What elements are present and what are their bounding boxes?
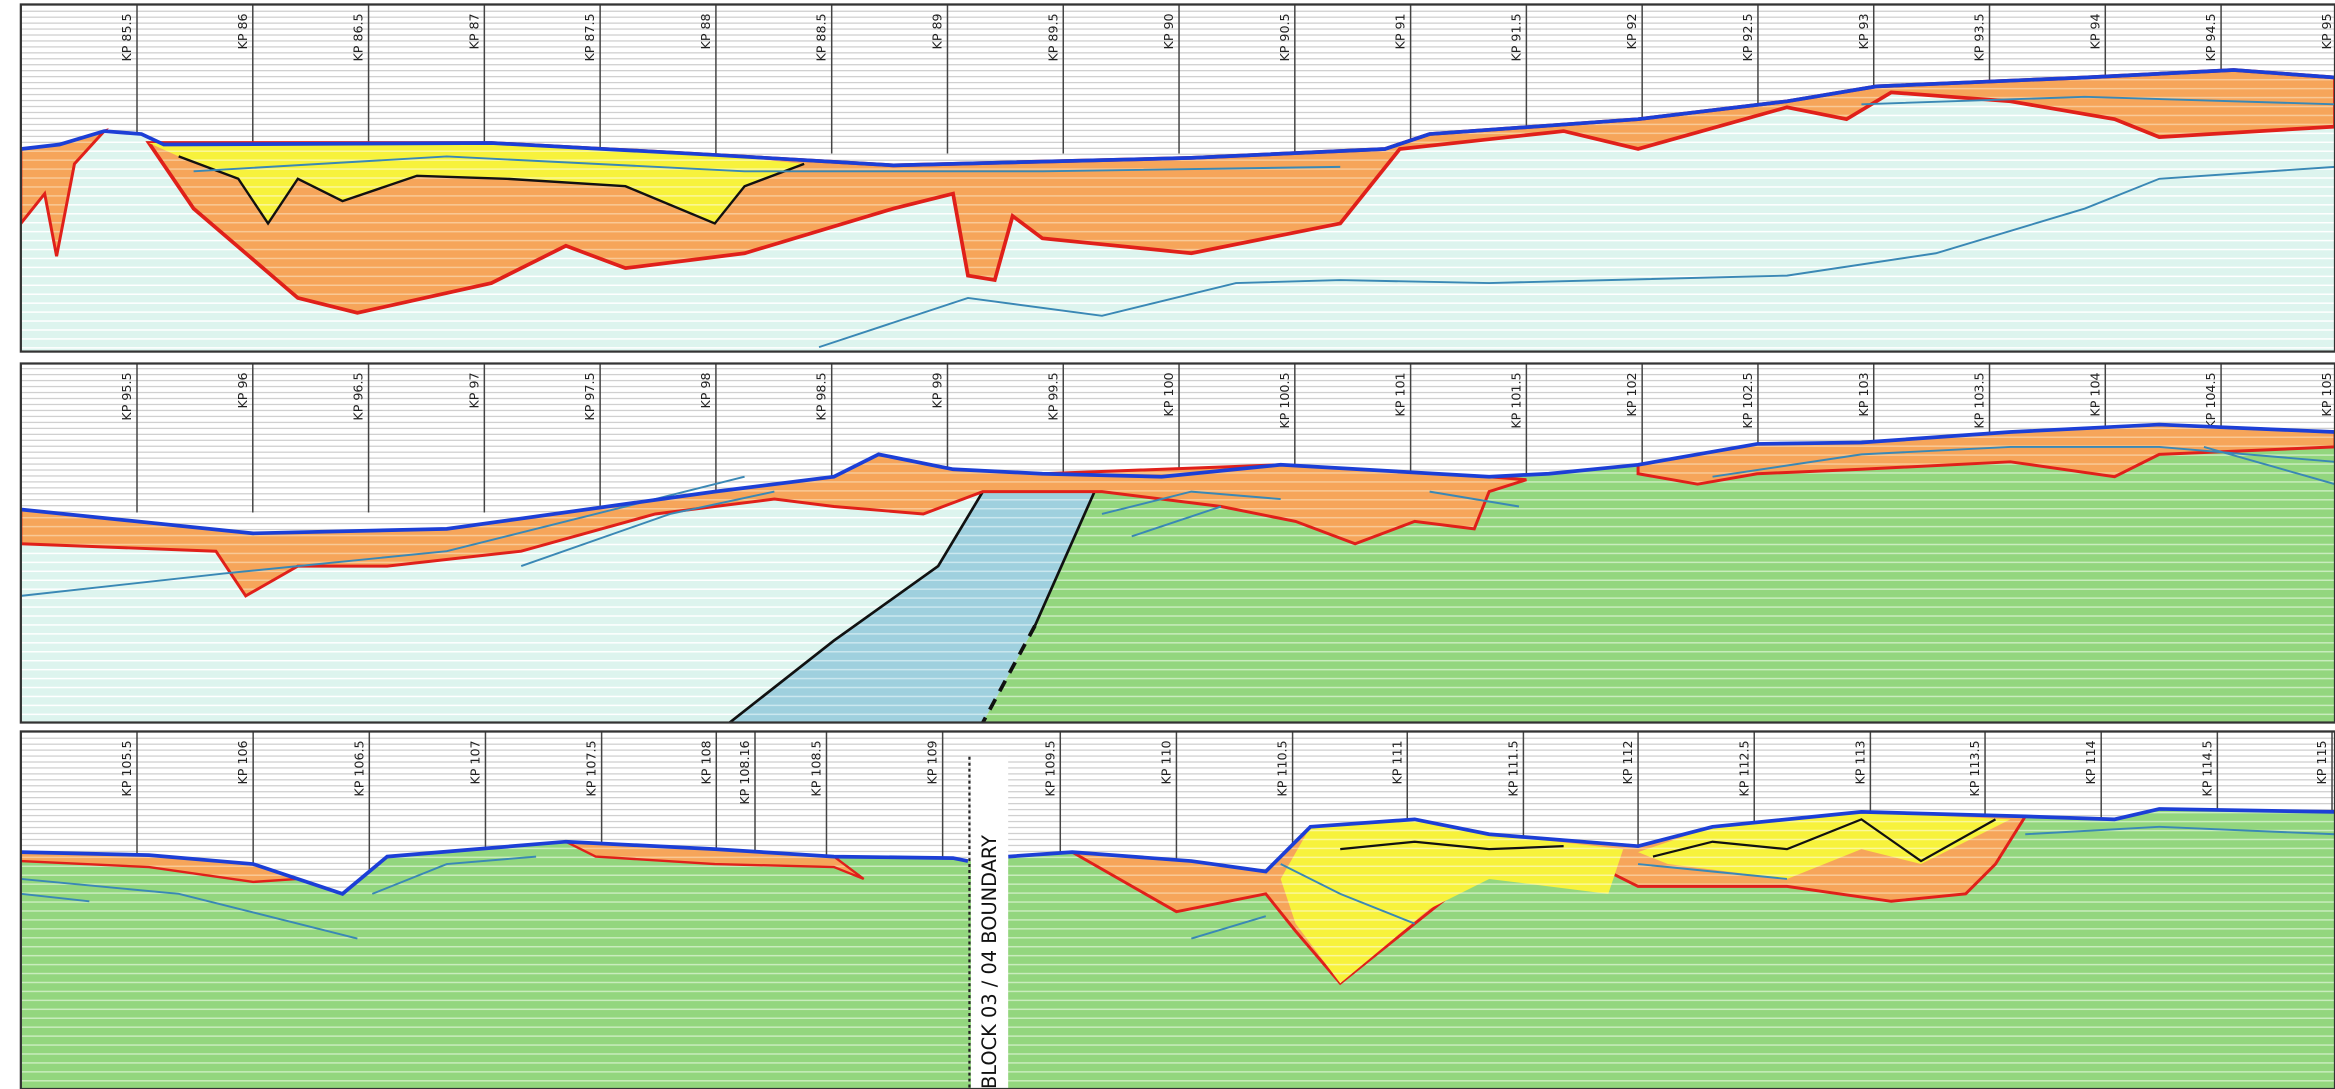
- kp-label: KP 90.5: [1277, 13, 1292, 61]
- kp-label: KP 113.5: [1967, 740, 1982, 796]
- kp-label: KP 107: [468, 740, 483, 784]
- kp-label: KP 112: [1620, 740, 1635, 784]
- kp-label: KP 108.5: [809, 740, 824, 796]
- boundary-label: BLOCK 03 / 04 BOUNDARY: [978, 835, 1001, 1089]
- kp-label: KP 99.5: [1045, 372, 1060, 420]
- kp-label: KP 94: [2087, 13, 2102, 49]
- fault: [728, 490, 1096, 723]
- kp-label: KP 90: [1161, 13, 1176, 49]
- kp-label: KP 92: [1624, 13, 1639, 49]
- kp-label: KP 109.5: [1042, 740, 1057, 796]
- kp-label: KP 114: [2083, 740, 2098, 784]
- kp-label: KP 93: [1856, 13, 1871, 49]
- kp-label: KP 98.5: [814, 372, 829, 420]
- kp-label: KP 106: [235, 740, 250, 784]
- kp-group: KP 95.5 KP 96 KP 96.5 KP 97 KP 97.5 KP 98 KP 9…: [119, 363, 2334, 513]
- kp-label: KP 95: [2319, 13, 2334, 49]
- wedge: [729, 491, 1095, 723]
- horizon: [1340, 818, 1997, 863]
- kp-label: KP 108.16: [737, 740, 752, 804]
- kp-label: KP 91: [1393, 13, 1408, 49]
- kp-label: KP 92.5: [1740, 13, 1755, 61]
- kp-label: KP 91.5: [1508, 13, 1523, 61]
- kp-label: KP 87: [466, 13, 481, 49]
- kp-label: KP 96: [235, 372, 250, 408]
- kp-label: KP 100.5: [1277, 372, 1292, 428]
- kp-label: KP 108: [698, 740, 713, 784]
- kp-label: KP 104.5: [2203, 372, 2218, 428]
- kp-label: KP 87.5: [582, 13, 597, 61]
- kp-label: KP 105: [2319, 372, 2334, 416]
- kp-label: KP 96.5: [351, 372, 366, 420]
- kp-label: KP 106.5: [351, 740, 366, 796]
- kp-label: KP 110: [1158, 740, 1173, 784]
- kp-label: KP 115: [2314, 740, 2329, 784]
- panel-frame: [19, 730, 2335, 1089]
- kp-label: KP 99: [930, 372, 945, 408]
- yellow-unit: [148, 143, 805, 224]
- kp-label: KP 104: [2087, 372, 2102, 416]
- kp-label: KP 111: [1389, 740, 1404, 784]
- kp-label: KP 98: [698, 372, 713, 408]
- kp-label: KP 95.5: [119, 372, 134, 420]
- seabed: [20, 807, 2335, 896]
- reflector: [193, 95, 2335, 349]
- horizon: [178, 155, 805, 226]
- kp-label: KP 112.5: [1736, 740, 1751, 796]
- fault: [981, 624, 1037, 723]
- kp-label: KP 86: [235, 13, 250, 49]
- kp-label: KP 97.5: [582, 372, 597, 420]
- kp-label: KP 103: [1856, 372, 1871, 416]
- panel-frame: [19, 362, 2335, 724]
- panel-frame: [19, 3, 2335, 353]
- reflector: [20, 825, 2335, 940]
- kp-label: KP 107.5: [584, 740, 599, 796]
- kp-label: KP 103.5: [1972, 372, 1987, 428]
- kp-label: KP 94.5: [2203, 13, 2218, 61]
- kp-label: KP 102.5: [1740, 372, 1755, 428]
- kp-label: KP 105.5: [119, 740, 134, 796]
- kp-label: KP 114.5: [2199, 740, 2214, 796]
- kp-label: KP 101: [1393, 372, 1408, 416]
- kp-label: KP 89.5: [1045, 13, 1060, 61]
- boundary-band: [970, 756, 1009, 1089]
- kp-label: KP 109: [925, 740, 940, 784]
- kp-label: KP 85.5: [119, 13, 134, 61]
- panel-1: KP 85.5 KP 86 KP 86.5 KP 87 KP 87.5 KP 88 KP 8…: [20, 4, 2335, 352]
- kp-label: KP 113: [1852, 740, 1867, 784]
- kp-label: KP 102: [1624, 372, 1639, 416]
- panel-3: KP 105.5 KP 106 KP 106.5 KP 107 KP 107.5 KP 1…: [20, 731, 2335, 1089]
- kp-label: KP 89: [930, 13, 945, 49]
- reflector: [20, 445, 2335, 597]
- seabed: [20, 68, 2335, 168]
- kp-label: KP 110.5: [1275, 740, 1290, 796]
- kp-label: KP 111.5: [1505, 740, 1520, 796]
- kp-label: KP 86.5: [351, 13, 366, 61]
- panel-2: KP 95.5 KP 96 KP 96.5 KP 97 KP 97.5 KP 98 KP 9…: [20, 363, 2335, 723]
- kp-label: KP 88: [698, 13, 713, 49]
- kp-label: KP 101.5: [1508, 372, 1523, 428]
- yellow-unit: [1280, 811, 2011, 984]
- kp-label: KP 97: [466, 372, 481, 408]
- kp-label: KP 88.5: [814, 13, 829, 61]
- seabed: [20, 422, 2335, 536]
- kp-group: KP 85.5 KP 86 KP 86.5 KP 87 KP 87.5 KP 88 KP 8…: [119, 4, 2334, 154]
- kp-label: KP 100: [1161, 372, 1176, 416]
- kp-label: KP 93.5: [1972, 13, 1987, 61]
